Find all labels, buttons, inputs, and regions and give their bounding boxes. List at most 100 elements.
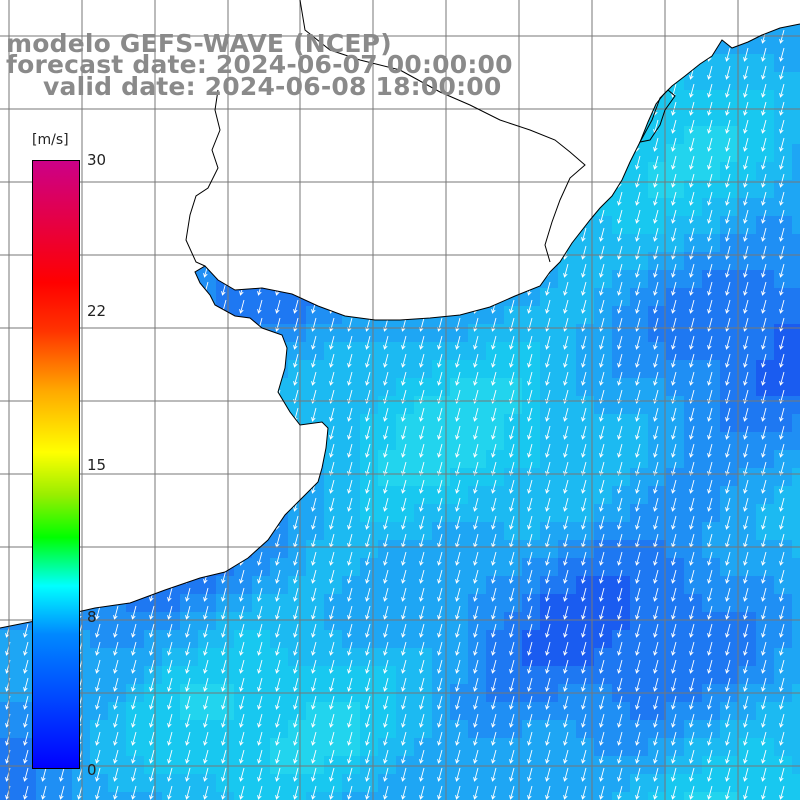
wind-speed-cell xyxy=(378,720,397,739)
wind-speed-cell xyxy=(396,738,415,757)
wind-speed-cell xyxy=(684,144,703,163)
wind-arrow xyxy=(689,731,695,746)
wind-arrow xyxy=(743,785,749,800)
wind-speed-cell xyxy=(234,594,253,613)
wind-speed-cell xyxy=(576,738,595,757)
wind-speed-cell xyxy=(594,378,613,397)
wind-speed-cell xyxy=(612,594,631,613)
wind-arrow xyxy=(419,749,425,764)
wind-arrow xyxy=(257,353,263,368)
wind-arrow xyxy=(23,191,29,206)
wind-speed-cell xyxy=(612,486,631,505)
wind-speed-cell xyxy=(306,360,325,379)
wind-speed-cell xyxy=(486,216,505,235)
wind-arrow xyxy=(293,299,299,314)
wind-speed-cell xyxy=(342,342,361,361)
wind-speed-cell xyxy=(702,540,721,559)
wind-arrow xyxy=(437,209,443,224)
wind-arrow xyxy=(185,713,191,728)
wind-arrow xyxy=(743,425,749,440)
wind-speed-cell xyxy=(702,36,721,55)
wind-speed-cell xyxy=(468,630,487,649)
wind-arrow xyxy=(671,695,677,710)
wind-speed-cell xyxy=(450,702,469,721)
wind-speed-cell xyxy=(792,24,800,37)
wind-arrow xyxy=(761,83,767,98)
wind-speed-cell xyxy=(360,234,379,253)
wind-speed-cell xyxy=(774,792,793,800)
wind-arrow xyxy=(635,659,641,674)
wind-speed-cell xyxy=(720,414,739,433)
wind-arrow xyxy=(365,749,371,764)
wind-speed-cell xyxy=(648,630,667,649)
wind-speed-cell xyxy=(306,774,325,793)
wind-speed-cell xyxy=(342,234,361,253)
wind-speed-cell xyxy=(360,486,379,505)
wind-speed-cell xyxy=(558,90,577,109)
wind-speed-cell xyxy=(234,522,253,541)
wind-speed-cell xyxy=(612,522,631,541)
wind-speed-cell xyxy=(774,630,793,649)
wind-arrow xyxy=(365,461,371,476)
wind-speed-cell xyxy=(432,126,451,145)
wind-speed-cell xyxy=(540,648,559,667)
wind-arrow xyxy=(671,119,677,134)
wind-speed-cell xyxy=(90,324,109,343)
wind-arrow xyxy=(23,785,29,800)
wind-arrow xyxy=(509,785,515,800)
wind-speed-cell xyxy=(792,324,800,343)
wind-speed-cell xyxy=(504,648,523,667)
wind-arrow xyxy=(707,731,713,746)
wind-arrow xyxy=(473,155,479,170)
wind-arrow xyxy=(563,623,569,638)
wind-speed-cell xyxy=(504,450,523,469)
wind-arrow xyxy=(779,587,785,602)
wind-arrow xyxy=(455,479,461,494)
wind-arrow xyxy=(473,659,479,674)
wind-speed-cell xyxy=(540,180,559,199)
wind-arrow xyxy=(275,119,281,134)
wind-arrow xyxy=(437,623,443,638)
wind-speed-cell xyxy=(792,774,800,793)
wind-arrow xyxy=(725,47,731,62)
wind-speed-cell xyxy=(378,486,397,505)
wind-arrow xyxy=(707,641,713,656)
wind-speed-cell xyxy=(630,360,649,379)
wind-speed-cell xyxy=(720,216,739,235)
wind-arrow xyxy=(725,299,731,314)
wind-arrow xyxy=(185,641,191,656)
wind-speed-cell xyxy=(666,792,685,800)
wind-speed-cell xyxy=(684,666,703,685)
wind-speed-cell xyxy=(378,198,397,217)
wind-arrow xyxy=(491,227,497,242)
wind-speed-cell xyxy=(558,144,577,163)
wind-arrow xyxy=(293,785,299,800)
wind-speed-cell xyxy=(378,324,397,343)
wind-speed-cell xyxy=(342,198,361,217)
wind-speed-cell xyxy=(342,702,361,721)
wind-arrow xyxy=(491,515,497,530)
wind-speed-cell xyxy=(90,792,109,800)
wind-speed-cell xyxy=(216,774,235,793)
wind-arrow xyxy=(725,713,731,728)
wind-speed-cell xyxy=(90,738,109,757)
wind-speed-cell xyxy=(558,306,577,325)
wind-speed-cell xyxy=(198,396,217,415)
wind-arrow xyxy=(761,785,767,800)
wind-arrow xyxy=(347,209,353,224)
wind-speed-cell xyxy=(774,306,793,325)
wind-arrow xyxy=(257,605,263,620)
wind-speed-cell xyxy=(288,144,307,163)
wind-arrow xyxy=(509,695,515,710)
wind-speed-cell xyxy=(522,144,541,163)
wind-speed-cell xyxy=(270,540,289,559)
wind-speed-cell xyxy=(90,720,109,739)
wind-arrow xyxy=(617,731,623,746)
wind-speed-cell xyxy=(180,504,199,523)
wind-arrow xyxy=(365,551,371,566)
wind-speed-cell xyxy=(792,558,800,577)
wind-speed-cell xyxy=(396,522,415,541)
wind-arrow xyxy=(491,479,497,494)
wind-speed-cell xyxy=(720,126,739,145)
